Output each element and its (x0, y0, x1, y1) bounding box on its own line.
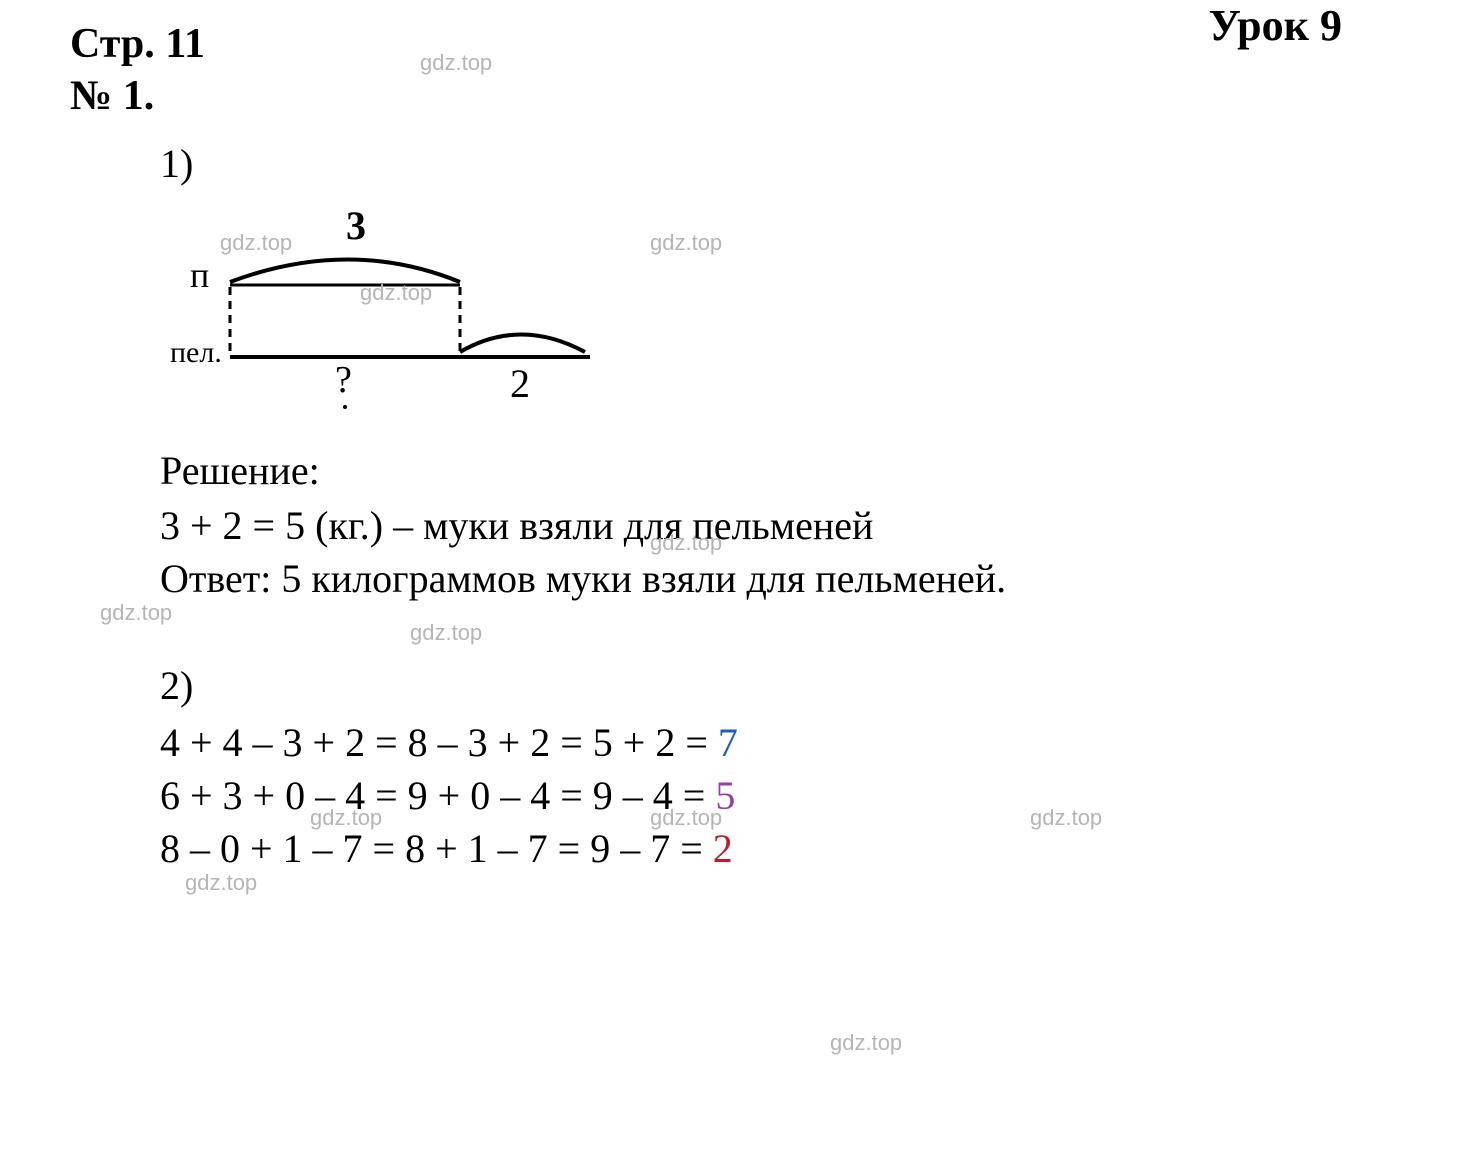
diagram: п 3 пел. ? 2 (170, 197, 610, 417)
calc-prefix: 8 – 0 + 1 – 7 = 8 + 1 – 7 = 9 – 7 = (160, 826, 713, 871)
svg-text:п: п (190, 255, 209, 295)
subproblem-2-label: 2) (160, 662, 1412, 709)
partial-header: Урок 9 (1208, 0, 1342, 51)
solution-label: Решение: (160, 447, 1412, 494)
calc-row: 6 + 3 + 0 – 4 = 9 + 0 – 4 = 9 – 4 = 5 (160, 772, 1412, 819)
svg-text:2: 2 (510, 361, 530, 406)
answer-line: Ответ: 5 килограммов муки взяли для пель… (160, 555, 1412, 602)
svg-text:3: 3 (346, 203, 366, 248)
calc-result: 5 (715, 773, 735, 818)
calc-row: 4 + 4 – 3 + 2 = 8 – 3 + 2 = 5 + 2 = 7 (160, 719, 1412, 766)
watermark: gdz.top (830, 1030, 902, 1056)
svg-text:?: ? (335, 359, 352, 401)
solution-line: 3 + 2 = 5 (кг.) – муки взяли для пельмен… (160, 502, 1412, 549)
calc-row: 8 – 0 + 1 – 7 = 8 + 1 – 7 = 9 – 7 = 2 (160, 825, 1412, 872)
calc-result: 2 (713, 826, 733, 871)
problem-number: № 1. (70, 72, 1412, 120)
svg-text:пел.: пел. (170, 336, 222, 369)
subproblem-1-label: 1) (160, 140, 1412, 187)
calc-prefix: 6 + 3 + 0 – 4 = 9 + 0 – 4 = 9 – 4 = (160, 773, 715, 818)
calc-prefix: 4 + 4 – 3 + 2 = 8 – 3 + 2 = 5 + 2 = (160, 720, 718, 765)
watermark: gdz.top (185, 870, 257, 896)
calc-result: 7 (718, 720, 738, 765)
